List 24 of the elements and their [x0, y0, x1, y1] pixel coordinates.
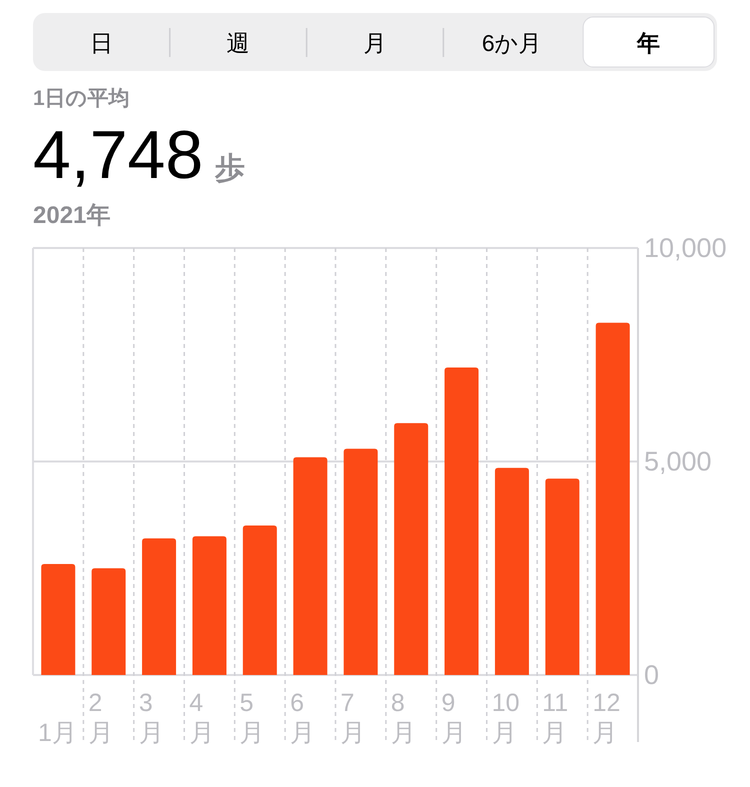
x-tick-label: 3 月: [138, 689, 164, 747]
metric-unit: 歩: [215, 152, 246, 185]
metric-label: 1日の平均: [33, 87, 130, 110]
tab-label: 週: [226, 30, 250, 56]
x-tick-label: 9 月: [441, 689, 466, 747]
x-tick-label: 10 月: [492, 689, 520, 747]
tab-label: 6か月: [482, 30, 542, 56]
x-tick-label: 4 月: [189, 689, 214, 747]
x-tick-label: 1月: [38, 719, 77, 747]
tab-label: 日: [90, 30, 113, 56]
x-tick-label: 11 月: [542, 689, 568, 747]
x-tick-label: 6 月: [290, 689, 316, 747]
tab-label: 年: [637, 30, 660, 56]
y-tick-label: 0: [644, 660, 660, 690]
y-tick-label: 5,000: [644, 446, 712, 476]
metric-value: 4,748: [33, 117, 204, 193]
y-tick-label: 10,000: [644, 233, 727, 263]
tab-label: 月: [364, 30, 386, 56]
x-tick-label: 8 月: [390, 689, 416, 747]
x-tick-label: 12 月: [592, 689, 620, 747]
x-tick-label: 5 月: [240, 689, 265, 747]
x-tick-label: 2 月: [88, 689, 114, 747]
period: 2021年: [33, 202, 110, 229]
x-tick-label: 7 月: [340, 689, 366, 747]
